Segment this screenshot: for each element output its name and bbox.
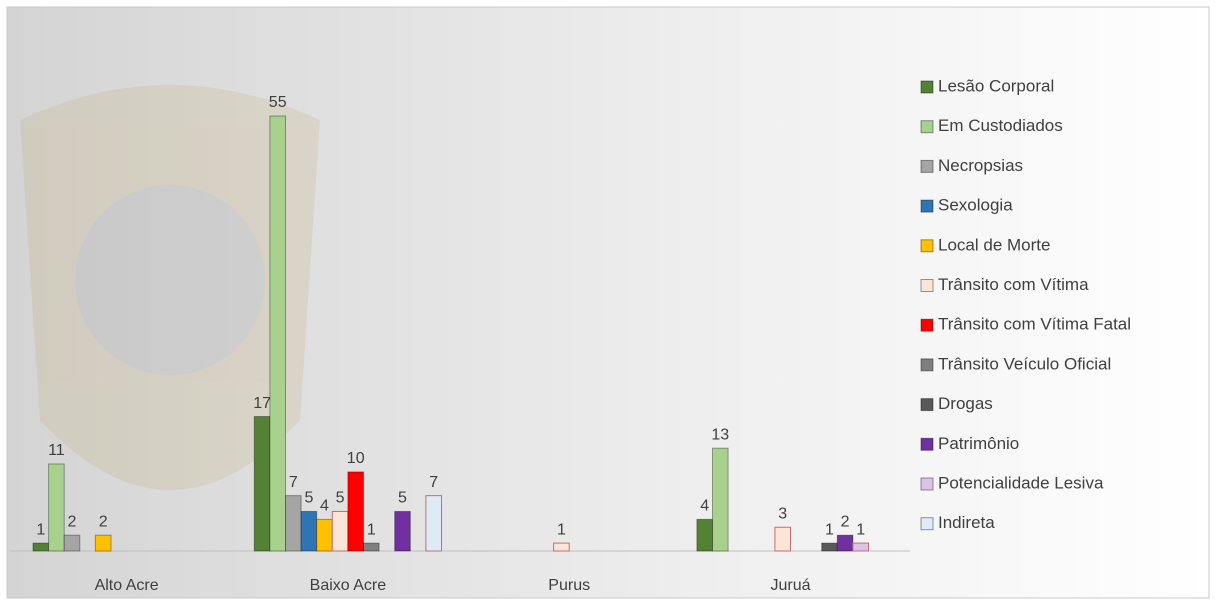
bar: [363, 542, 380, 552]
data-label: 5: [336, 490, 345, 507]
x-tick-label: Alto Acre: [95, 577, 159, 594]
legend-swatch: [920, 239, 934, 253]
legend-label: Trânsito Veículo Oficial: [938, 354, 1111, 373]
bar: [300, 510, 318, 552]
x-tick-label: Baixo Acre: [310, 577, 387, 594]
data-label: 13: [711, 426, 729, 443]
legend-label: Sexologia: [938, 196, 1013, 215]
legend-swatch: [920, 517, 934, 531]
legend-swatch: [920, 80, 934, 94]
legend-label: Lesão Corporal: [938, 76, 1054, 95]
bar: [425, 495, 442, 552]
data-label: 2: [99, 513, 108, 530]
bar: [63, 534, 81, 552]
legend-label: Necropsias: [938, 156, 1023, 175]
legend-swatch: [920, 318, 934, 332]
watermark: [20, 85, 320, 490]
bar: [331, 510, 349, 552]
legend-label: Indireta: [938, 513, 995, 532]
data-label: 1: [367, 521, 376, 538]
legend-swatch: [920, 279, 934, 292]
bar: [852, 542, 870, 552]
data-label: 55: [269, 94, 287, 111]
bar: [285, 495, 302, 552]
data-label: 1: [856, 521, 865, 538]
data-label: 2: [68, 513, 77, 530]
legend-label: Drogas: [938, 394, 993, 413]
legend-swatch: [920, 199, 934, 213]
data-label: 7: [289, 474, 298, 491]
bar: [821, 542, 838, 552]
legend-swatch: [920, 398, 934, 412]
bar: [32, 542, 50, 552]
legend-swatch: [920, 159, 934, 173]
bar: [48, 463, 65, 552]
legend-swatch: [920, 437, 934, 451]
data-label: 2: [841, 513, 850, 530]
data-label: 1: [557, 521, 566, 538]
data-label: 3: [778, 505, 787, 522]
legend-label: Em Custodiados: [938, 116, 1063, 135]
bar: [696, 518, 714, 552]
x-tick-label: Juruá: [770, 577, 810, 594]
bar: [94, 534, 112, 552]
data-label: 1: [36, 521, 45, 538]
data-label: 4: [320, 498, 329, 515]
bar: [553, 542, 570, 552]
bar: [774, 526, 792, 552]
data-label: 1: [825, 521, 834, 538]
legend-label: Trânsito com Vítima Fatal: [938, 315, 1131, 334]
data-label: 10: [347, 450, 365, 467]
data-label: 5: [398, 490, 407, 507]
chart-background: [6, 6, 1210, 599]
bar: [253, 416, 271, 552]
legend-label: Patrimônio: [938, 434, 1019, 453]
bar: [836, 534, 854, 552]
legend-swatch: [920, 120, 934, 134]
legend-swatch: [920, 358, 934, 372]
legend-label: Local de Morte: [938, 235, 1050, 254]
legend-swatch: [920, 477, 934, 491]
bar: [269, 115, 286, 552]
data-label: 11: [48, 442, 65, 459]
legend-label: Trânsito com Vítima: [938, 275, 1089, 294]
bar: [394, 510, 411, 552]
legend-label: Potencialidade Lesiva: [938, 473, 1104, 492]
bar: [347, 471, 364, 552]
x-tick-label: Purus: [548, 577, 590, 594]
data-label: 5: [304, 490, 313, 507]
bar: [712, 447, 729, 552]
data-label: 17: [253, 395, 271, 412]
data-label: 7: [429, 474, 438, 491]
bar: [316, 518, 333, 552]
data-label: 4: [700, 498, 709, 515]
